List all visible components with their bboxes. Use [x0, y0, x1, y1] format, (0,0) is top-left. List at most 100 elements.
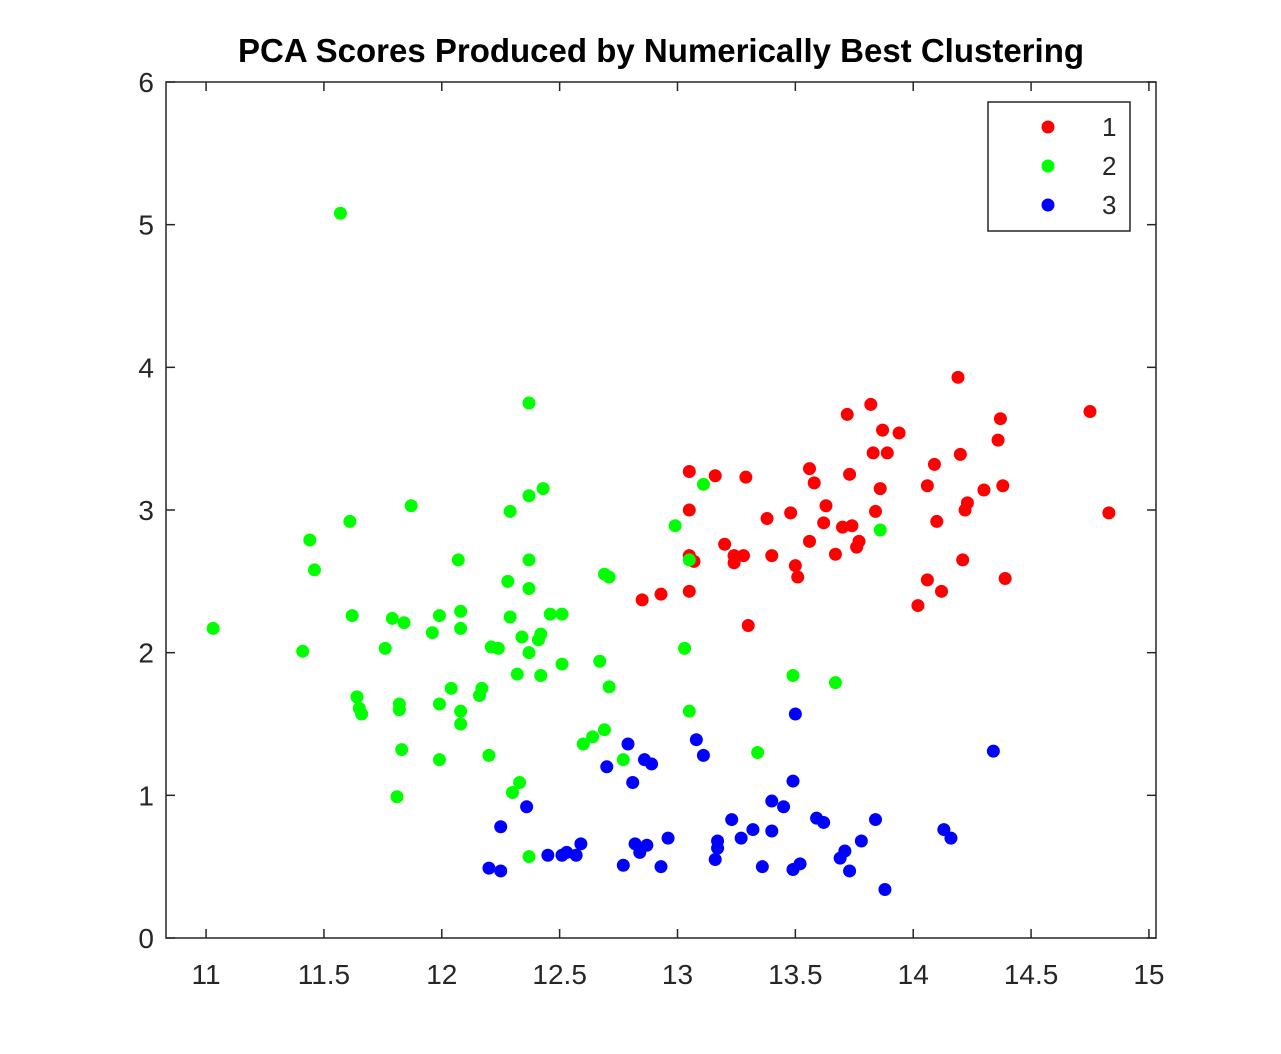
data-point-series-2	[751, 746, 765, 760]
legend-marker-1	[1041, 120, 1055, 134]
data-point-series-2	[296, 644, 310, 658]
data-point-series-3	[838, 844, 852, 858]
legend-label-1: 1	[1102, 112, 1116, 142]
data-point-series-3	[689, 733, 703, 747]
data-point-series-1	[993, 412, 1007, 426]
data-point-series-1	[803, 462, 816, 476]
data-point-series-2	[522, 489, 536, 503]
data-point-series-2	[593, 654, 607, 668]
data-point-series-3	[878, 882, 892, 896]
data-point-series-2	[378, 641, 392, 655]
x-tick-labels: 11 11.5 12 12.5 13 13.5 14 14.5 15	[192, 959, 1165, 990]
data-point-series-1	[819, 499, 833, 513]
data-point-series-1	[845, 519, 859, 533]
data-point-series-2	[395, 743, 409, 757]
data-point-series-1	[873, 482, 887, 496]
data-point-series-2	[501, 574, 515, 588]
data-point-series-3	[494, 864, 508, 878]
data-point-series-2	[828, 676, 842, 690]
x-tick-label: 13.5	[768, 959, 823, 990]
data-point-series-3	[616, 858, 630, 872]
data-point-series-2	[350, 690, 364, 704]
data-point-series-3	[725, 813, 739, 827]
data-point-series-2	[390, 790, 404, 804]
data-point-series-1	[920, 479, 934, 493]
data-point-series-1	[920, 573, 934, 587]
data-point-series-3	[626, 775, 640, 789]
data-point-series-2	[491, 641, 505, 655]
data-point-series-2	[475, 681, 489, 695]
data-point-series-2	[536, 482, 550, 496]
legend-marker-2	[1041, 159, 1055, 173]
data-point-series-2	[522, 581, 536, 595]
data-point-series-3	[944, 831, 958, 845]
data-point-series-2	[454, 704, 468, 718]
data-point-series-1	[791, 570, 805, 584]
data-points	[206, 206, 1116, 896]
legend-label-2: 2	[1102, 151, 1116, 181]
data-point-series-1	[956, 553, 970, 567]
data-point-series-3	[520, 800, 534, 814]
data-point-series-1	[635, 593, 649, 607]
data-point-series-2	[555, 657, 569, 671]
data-point-series-1	[1083, 405, 1097, 419]
data-point-series-1	[828, 547, 842, 561]
data-point-series-2	[543, 607, 557, 621]
data-point-series-1	[682, 464, 696, 478]
data-point-series-3	[854, 834, 868, 848]
x-tick-label: 11.5	[298, 959, 350, 990]
x-tick-label: 11	[192, 959, 221, 990]
y-tick-label: 2	[138, 638, 154, 669]
data-point-series-3	[765, 824, 779, 838]
data-point-series-1	[892, 426, 906, 440]
data-point-series-3	[574, 837, 588, 851]
data-point-series-2	[303, 533, 317, 547]
data-point-series-3	[661, 831, 675, 845]
data-point-series-3	[817, 815, 831, 829]
data-point-series-1	[765, 549, 779, 563]
data-point-series-2	[786, 668, 800, 682]
data-point-series-3	[482, 861, 496, 875]
data-point-series-1	[876, 423, 890, 437]
data-point-series-3	[869, 813, 882, 827]
data-point-series-2	[392, 703, 406, 717]
data-point-series-1	[737, 549, 750, 563]
data-point-series-2	[432, 753, 446, 767]
data-point-series-1	[911, 599, 925, 613]
data-point-series-2	[522, 850, 536, 864]
data-point-series-1	[1102, 506, 1116, 520]
data-point-series-3	[654, 860, 668, 874]
data-point-series-2	[510, 667, 524, 681]
x-tick-label: 14	[898, 959, 929, 990]
data-point-series-2	[503, 504, 517, 518]
data-point-series-2	[682, 704, 696, 718]
data-point-series-2	[513, 775, 527, 789]
data-point-series-2	[597, 723, 611, 737]
data-point-series-3	[600, 760, 614, 774]
data-point-series-3	[696, 748, 710, 762]
data-point-series-1	[930, 514, 944, 528]
data-point-series-3	[755, 860, 769, 874]
data-point-series-3	[788, 707, 802, 721]
data-point-series-1	[760, 512, 774, 526]
legend: 1 2 3	[987, 101, 1131, 232]
data-point-series-2	[696, 477, 710, 491]
data-point-series-1	[654, 587, 668, 601]
x-tick-label: 12.5	[532, 959, 587, 990]
data-point-series-1	[951, 370, 965, 384]
data-point-series-1	[866, 446, 880, 460]
data-point-series-1	[977, 483, 991, 497]
data-point-series-2	[534, 668, 548, 682]
data-point-series-1	[741, 619, 755, 633]
data-point-series-2	[308, 563, 321, 577]
x-tick-label: 13	[662, 959, 693, 990]
x-tick-label: 12	[426, 959, 457, 990]
data-point-series-1	[803, 534, 816, 548]
data-point-series-3	[645, 757, 659, 771]
x-tick-label: 14.5	[1004, 959, 1059, 990]
legend-box	[987, 101, 1131, 232]
data-point-series-2	[586, 730, 600, 744]
data-point-series-1	[998, 571, 1012, 585]
y-tick-label: 0	[138, 923, 154, 954]
data-point-series-1	[953, 447, 967, 461]
